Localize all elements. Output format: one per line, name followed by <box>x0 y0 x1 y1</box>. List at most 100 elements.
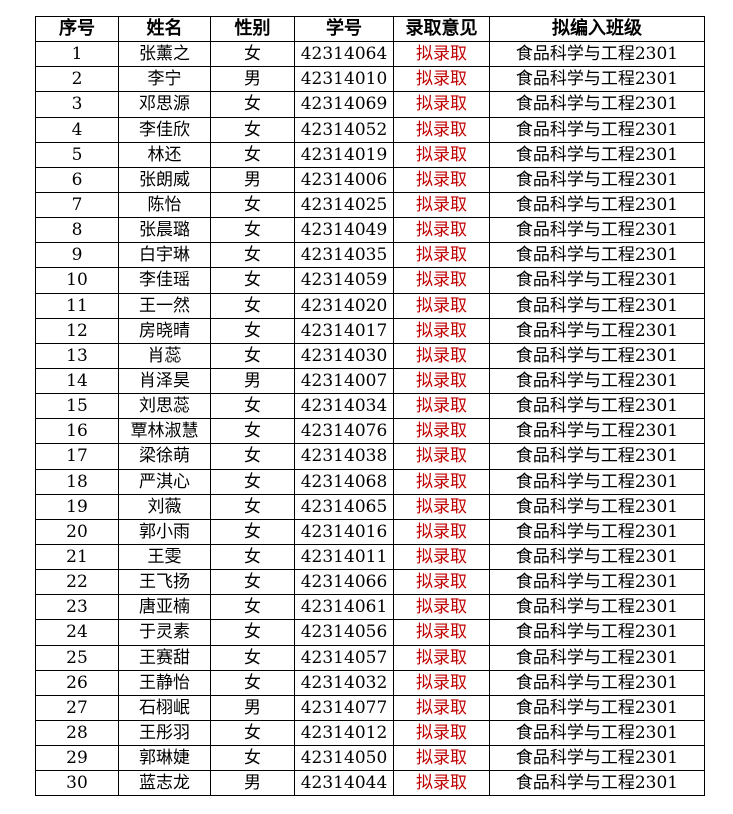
cell-decision: 拟录取 <box>393 719 490 747</box>
cell-class: 食品科学与工程2301 <box>489 242 705 269</box>
cell-decision: 拟录取 <box>393 342 490 369</box>
cell-decision: 拟录取 <box>393 745 490 772</box>
cell-class: 食品科学与工程2301 <box>489 770 705 797</box>
cell-decision: 拟录取 <box>393 694 490 721</box>
cell-student-id: 42314064 <box>294 41 394 68</box>
cell-index: 3 <box>35 91 119 118</box>
cell-gender: 女 <box>210 41 295 68</box>
cell-name: 王静怡 <box>118 669 211 696</box>
cell-class: 食品科学与工程2301 <box>489 217 705 244</box>
cell-decision: 拟录取 <box>393 493 490 520</box>
cell-student-id: 42314025 <box>294 191 394 219</box>
table-row: 11 王一然女 42314020 拟录取 食品科学与工程2301 <box>35 292 705 319</box>
cell-decision: 拟录取 <box>393 543 490 571</box>
cell-class: 食品科学与工程2301 <box>489 292 705 319</box>
table-row: 25 王赛甜女 42314057 拟录取 食品科学与工程2301 <box>35 644 705 671</box>
cell-student-id: 42314069 <box>294 91 394 118</box>
cell-decision: 拟录取 <box>393 292 490 319</box>
cell-name: 严淇心 <box>118 468 211 495</box>
cell-student-id: 42314050 <box>294 745 394 772</box>
cell-index: 18 <box>35 468 119 495</box>
cell-name: 王赛甜 <box>118 644 211 671</box>
cell-class: 食品科学与工程2301 <box>489 594 705 621</box>
cell-name: 林还 <box>118 141 211 168</box>
cell-student-id: 42314057 <box>294 644 394 671</box>
cell-class: 食品科学与工程2301 <box>489 644 705 671</box>
cell-student-id: 42314044 <box>294 770 394 797</box>
cell-index: 1 <box>35 41 119 68</box>
cell-student-id: 42314016 <box>294 518 394 545</box>
cell-gender: 女 <box>210 569 295 596</box>
cell-index: 30 <box>35 770 119 797</box>
cell-name: 石栩岷 <box>118 694 211 721</box>
table-row: 26 王静怡女 42314032 拟录取 食品科学与工程2301 <box>35 669 705 696</box>
table-row: 13 肖蕊女 42314030 拟录取 食品科学与工程2301 <box>35 342 705 369</box>
cell-student-id: 42314034 <box>294 393 394 420</box>
cell-class: 食品科学与工程2301 <box>489 317 705 344</box>
table-row: 16 覃林淑慧女 42314076 拟录取 食品科学与工程2301 <box>35 418 705 445</box>
cell-name: 郭小雨 <box>118 518 211 545</box>
cell-class: 食品科学与工程2301 <box>489 443 705 470</box>
cell-index: 8 <box>35 217 119 244</box>
cell-student-id: 42314049 <box>294 217 394 244</box>
cell-decision: 拟录取 <box>393 393 490 420</box>
cell-name: 张朗威 <box>118 166 211 193</box>
cell-student-id: 42314007 <box>294 367 394 395</box>
cell-name: 刘思蕊 <box>118 393 211 420</box>
cell-class: 食品科学与工程2301 <box>489 468 705 495</box>
table-row: 9 白宇琳女 42314035 拟录取 食品科学与工程2301 <box>35 242 705 269</box>
cell-index: 13 <box>35 342 119 369</box>
cell-decision: 拟录取 <box>393 367 490 395</box>
table-row: 17 梁徐萌女 42314038 拟录取 食品科学与工程2301 <box>35 443 705 470</box>
cell-gender: 女 <box>210 745 295 772</box>
cell-name: 李宁 <box>118 66 211 93</box>
cell-name: 王雯 <box>118 543 211 571</box>
admission-table: 序号 姓名 性别 学号 录取意见 拟编入班级 1 张薰之女 42314064 拟录取食… <box>35 15 705 797</box>
cell-class: 食品科学与工程2301 <box>489 543 705 571</box>
cell-gender: 女 <box>210 393 295 420</box>
cell-decision: 拟录取 <box>393 242 490 269</box>
table-row: 21 王雯女 42314011 拟录取 食品科学与工程2301 <box>35 543 705 571</box>
cell-index: 12 <box>35 317 119 344</box>
table-row: 24 于灵素女 42314056 拟录取 食品科学与工程2301 <box>35 619 705 646</box>
cell-class: 食品科学与工程2301 <box>489 191 705 219</box>
cell-class: 食品科学与工程2301 <box>489 141 705 168</box>
cell-index: 14 <box>35 367 119 395</box>
cell-student-id: 42314038 <box>294 443 394 470</box>
cell-index: 10 <box>35 267 119 294</box>
cell-decision: 拟录取 <box>393 569 490 596</box>
cell-gender: 女 <box>210 443 295 470</box>
cell-gender: 女 <box>210 719 295 747</box>
cell-class: 食品科学与工程2301 <box>489 493 705 520</box>
cell-index: 15 <box>35 393 119 420</box>
cell-name: 白宇琳 <box>118 242 211 269</box>
cell-student-id: 42314006 <box>294 166 394 193</box>
cell-student-id: 42314052 <box>294 116 394 143</box>
cell-gender: 男 <box>210 166 295 193</box>
header-row: 序号 姓名 性别 学号 录取意见 拟编入班级 <box>35 15 705 43</box>
cell-decision: 拟录取 <box>393 317 490 344</box>
cell-gender: 男 <box>210 694 295 721</box>
cell-decision: 拟录取 <box>393 217 490 244</box>
cell-index: 19 <box>35 493 119 520</box>
cell-name: 覃林淑慧 <box>118 418 211 445</box>
cell-student-id: 42314012 <box>294 719 394 747</box>
cell-decision: 拟录取 <box>393 669 490 696</box>
cell-gender: 女 <box>210 217 295 244</box>
cell-name: 李佳瑶 <box>118 267 211 294</box>
cell-gender: 男 <box>210 66 295 93</box>
cell-name: 于灵素 <box>118 619 211 646</box>
table-row: 7 陈怡女 42314025 拟录取 食品科学与工程2301 <box>35 191 705 219</box>
cell-decision: 拟录取 <box>393 267 490 294</box>
table-row: 5 林还女 42314019 拟录取 食品科学与工程2301 <box>35 141 705 168</box>
table-row: 12 房晓晴女 42314017 拟录取 食品科学与工程2301 <box>35 317 705 344</box>
cell-gender: 女 <box>210 292 295 319</box>
cell-name: 刘薇 <box>118 493 211 520</box>
cell-decision: 拟录取 <box>393 418 490 445</box>
table-row: 23 唐亚楠女 42314061 拟录取 食品科学与工程2301 <box>35 594 705 621</box>
cell-name: 李佳欣 <box>118 116 211 143</box>
cell-gender: 女 <box>210 242 295 269</box>
cell-gender: 女 <box>210 493 295 520</box>
cell-decision: 拟录取 <box>393 41 490 68</box>
cell-index: 4 <box>35 116 119 143</box>
